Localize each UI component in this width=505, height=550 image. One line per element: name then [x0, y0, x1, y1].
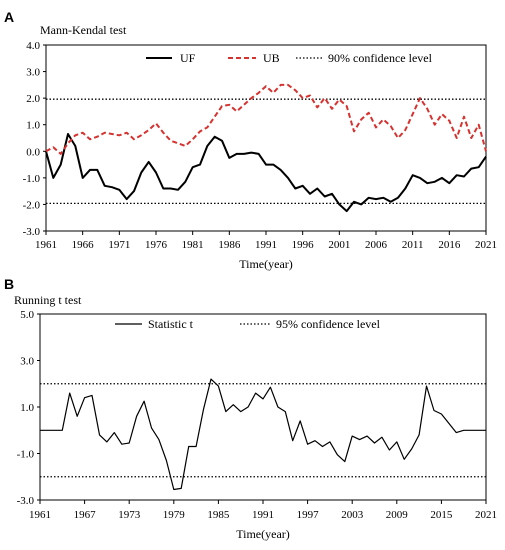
panel-a-x-tick-label: 1971 — [108, 239, 130, 251]
panel-b-y-tick-label: 3.0 — [20, 356, 34, 368]
panel-a-series-uf — [45, 133, 487, 213]
panel-b: B Running t test -3.0-1.01.03.05.0 1961 1… — [4, 276, 497, 541]
panel-a-x-tick-label: 1976 — [145, 239, 168, 251]
panel-a-series — [45, 83, 487, 213]
panel-b-x-tick-label: 2015 — [430, 509, 453, 521]
panel-b-y-tick-label: 1.0 — [20, 402, 34, 414]
panel-b-series-statistic-t — [40, 378, 486, 491]
panel-a-y-tick-label: 4.0 — [26, 40, 40, 52]
panel-b-y-tick-labels: -3.0 -1.0 1.0 3.0 5.0 — [17, 309, 40, 507]
panel-b-x-tick-label: 1997 — [297, 509, 320, 521]
panel-b-label: B — [4, 276, 14, 292]
panel-a-series-ub — [45, 83, 487, 155]
legend-statistic-t-label: Statistic t — [148, 317, 194, 331]
panel-a-legend: UF UB 90% confidence level — [146, 51, 433, 65]
panel-a-x-axis-title: Time(year) — [239, 257, 293, 271]
panel-b-x-tick-label: 1973 — [118, 509, 141, 521]
panel-b-series — [40, 378, 486, 491]
panel-b-legend: Statistic t 95% confidence level — [115, 317, 381, 331]
legend-95-confidence-label: 95% confidence level — [276, 317, 381, 331]
panel-a: A Mann-Kendal test -3.0 -2.0 -1.0 0.0 1.0 2.0… — [4, 9, 497, 271]
panel-b-x-tick-label: 1985 — [207, 509, 230, 521]
panel-a-plot-frame — [45, 44, 487, 232]
panel-b-x-tick-label: 1967 — [74, 509, 97, 521]
panel-b-plot-frame — [39, 313, 487, 501]
panel-a-x-tick-label: 1981 — [182, 239, 204, 251]
panel-a-x-tick-label: 1986 — [218, 239, 241, 251]
panel-b-x-tick-label: 2003 — [341, 509, 364, 521]
panel-b-y-tick-label: -1.0 — [17, 449, 35, 461]
panel-a-x-tick-label: 2021 — [475, 239, 497, 251]
panel-b-x-tick-label: 1979 — [163, 509, 186, 521]
panel-a-x-tick-label: 2001 — [328, 239, 350, 251]
panel-a-x-tick-label: 2016 — [438, 239, 461, 251]
legend-90-confidence-label: 90% confidence level — [328, 51, 433, 65]
panel-b-x-tick-label: 1961 — [29, 509, 51, 521]
panel-a-y-tick-label: 0.0 — [26, 146, 40, 158]
panel-a-y-tick-label: 1.0 — [26, 120, 40, 132]
panel-b-x-tick-label: 1991 — [252, 509, 274, 521]
panel-b-x-axis-title: Time(year) — [236, 527, 290, 541]
panel-b-x-tick-labels: 1961 1967 1973 1979 1985 1991 1997 2003 2009 2015… — [29, 500, 497, 521]
panel-a-x-tick-label: 2011 — [402, 239, 424, 251]
panel-b-confidence-lines — [40, 383, 486, 478]
panel-b-x-tick-label: 2021 — [475, 509, 497, 521]
panel-a-y-tick-label: -3.0 — [23, 226, 41, 238]
panel-b-y-tick-label: 5.0 — [20, 309, 34, 321]
panel-a-y-tick-label: 3.0 — [26, 67, 40, 79]
panel-a-y-tick-labels: -3.0 -2.0 -1.0 0.0 1.0 2.0 3.0 4.0 — [23, 40, 46, 238]
legend-uf-label: UF — [180, 51, 196, 65]
panel-a-x-tick-label: 1996 — [292, 239, 315, 251]
panel-a-x-tick-label: 2006 — [365, 239, 388, 251]
panel-a-x-tick-label: 1966 — [72, 239, 95, 251]
panel-a-label: A — [4, 9, 14, 25]
panel-a-x-tick-label: 1991 — [255, 239, 277, 251]
legend-ub-label: UB — [263, 51, 280, 65]
panel-a-x-tick-label: 1961 — [35, 239, 57, 251]
panel-a-y-tick-label: 2.0 — [26, 93, 40, 105]
panel-a-y-tick-label: -1.0 — [23, 173, 41, 185]
panel-a-title: Mann-Kendal test — [40, 23, 127, 37]
panel-b-title: Running t test — [14, 293, 82, 307]
panel-b-y-tick-label: -3.0 — [17, 495, 35, 507]
panel-b-x-tick-label: 2009 — [386, 509, 409, 521]
panel-a-x-tick-labels: 1961 1966 1971 1976 1981 1986 1991 1996 2001 2006… — [35, 231, 497, 251]
panel-a-y-tick-label: -2.0 — [23, 199, 41, 211]
